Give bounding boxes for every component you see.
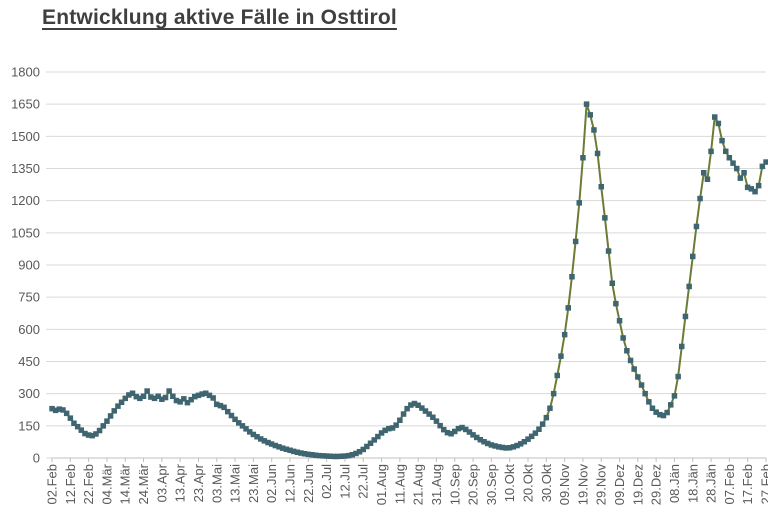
svg-text:600: 600 (18, 322, 40, 337)
svg-text:22.Jun: 22.Jun (301, 464, 316, 503)
y-axis-labels: 0 150 300 450 600 750 900 1050 1200 1350 1500 1650 1… (11, 65, 40, 466)
svg-text:19.Nov: 19.Nov (575, 464, 590, 506)
svg-text:1500: 1500 (11, 129, 40, 144)
x-axis-labels: 02.Feb 12.Feb 22.Feb 04.Mär 14.Mär 24.Mär 03.A… (45, 463, 768, 505)
svg-text:02.Feb: 02.Feb (45, 464, 60, 504)
series-markers (49, 101, 768, 460)
y-axis-ticks (46, 71, 52, 459)
svg-text:1350: 1350 (11, 161, 40, 176)
svg-text:03.Mai: 03.Mai (209, 464, 224, 503)
svg-text:02.Jul: 02.Jul (319, 464, 334, 499)
svg-text:01.Aug: 01.Aug (374, 464, 389, 505)
svg-text:13.Mai: 13.Mai (228, 464, 243, 503)
svg-text:24.Mär: 24.Mär (136, 463, 151, 504)
svg-text:19.Dez: 19.Dez (630, 464, 645, 505)
svg-text:750: 750 (18, 290, 40, 305)
svg-text:300: 300 (18, 386, 40, 401)
svg-text:13.Apr: 13.Apr (173, 463, 188, 502)
svg-text:22.Feb: 22.Feb (81, 464, 96, 504)
svg-text:22.Jul: 22.Jul (356, 464, 371, 499)
svg-text:1800: 1800 (11, 65, 40, 80)
svg-text:30.Okt: 30.Okt (539, 464, 554, 503)
svg-text:1650: 1650 (11, 97, 40, 112)
svg-text:12.Feb: 12.Feb (63, 464, 78, 504)
svg-text:09.Nov: 09.Nov (557, 464, 572, 506)
svg-text:20.Okt: 20.Okt (521, 464, 536, 503)
svg-text:29.Nov: 29.Nov (594, 464, 609, 506)
svg-text:03.Apr: 03.Apr (154, 463, 169, 502)
svg-text:150: 150 (18, 418, 40, 433)
svg-text:21.Aug: 21.Aug (411, 464, 426, 505)
x-axis-ticks (51, 458, 767, 462)
svg-text:07.Feb: 07.Feb (722, 464, 737, 504)
svg-text:1050: 1050 (11, 225, 40, 240)
svg-text:900: 900 (18, 258, 40, 273)
svg-text:12.Jul: 12.Jul (337, 464, 352, 499)
svg-text:29.Dez: 29.Dez (649, 464, 664, 505)
svg-text:27.Feb: 27.Feb (759, 464, 768, 504)
svg-text:23.Mai: 23.Mai (246, 464, 261, 503)
svg-text:10.Okt: 10.Okt (502, 464, 517, 503)
svg-text:1200: 1200 (11, 193, 40, 208)
svg-text:23.Apr: 23.Apr (191, 463, 206, 502)
svg-text:28.Jän: 28.Jän (704, 464, 719, 503)
svg-text:30.Sep: 30.Sep (484, 464, 499, 505)
svg-text:12.Jun: 12.Jun (283, 464, 298, 503)
svg-text:11.Aug: 11.Aug (392, 464, 407, 504)
svg-text:02.Jun: 02.Jun (264, 464, 279, 503)
svg-text:20.Sep: 20.Sep (466, 464, 481, 505)
svg-text:31.Aug: 31.Aug (429, 464, 444, 505)
svg-text:0: 0 (33, 451, 40, 466)
svg-text:10.Sep: 10.Sep (447, 464, 462, 505)
svg-text:18.Jän: 18.Jän (685, 464, 700, 503)
svg-text:17.Feb: 17.Feb (740, 464, 755, 504)
svg-text:14.Mär: 14.Mär (118, 463, 133, 504)
svg-text:08.Jän: 08.Jän (667, 464, 682, 503)
svg-text:09.Dez: 09.Dez (612, 464, 627, 505)
svg-text:04.Mär: 04.Mär (99, 463, 114, 504)
chart-title: Entwicklung aktive Fälle in Osttirol (42, 6, 397, 29)
svg-text:450: 450 (18, 354, 40, 369)
